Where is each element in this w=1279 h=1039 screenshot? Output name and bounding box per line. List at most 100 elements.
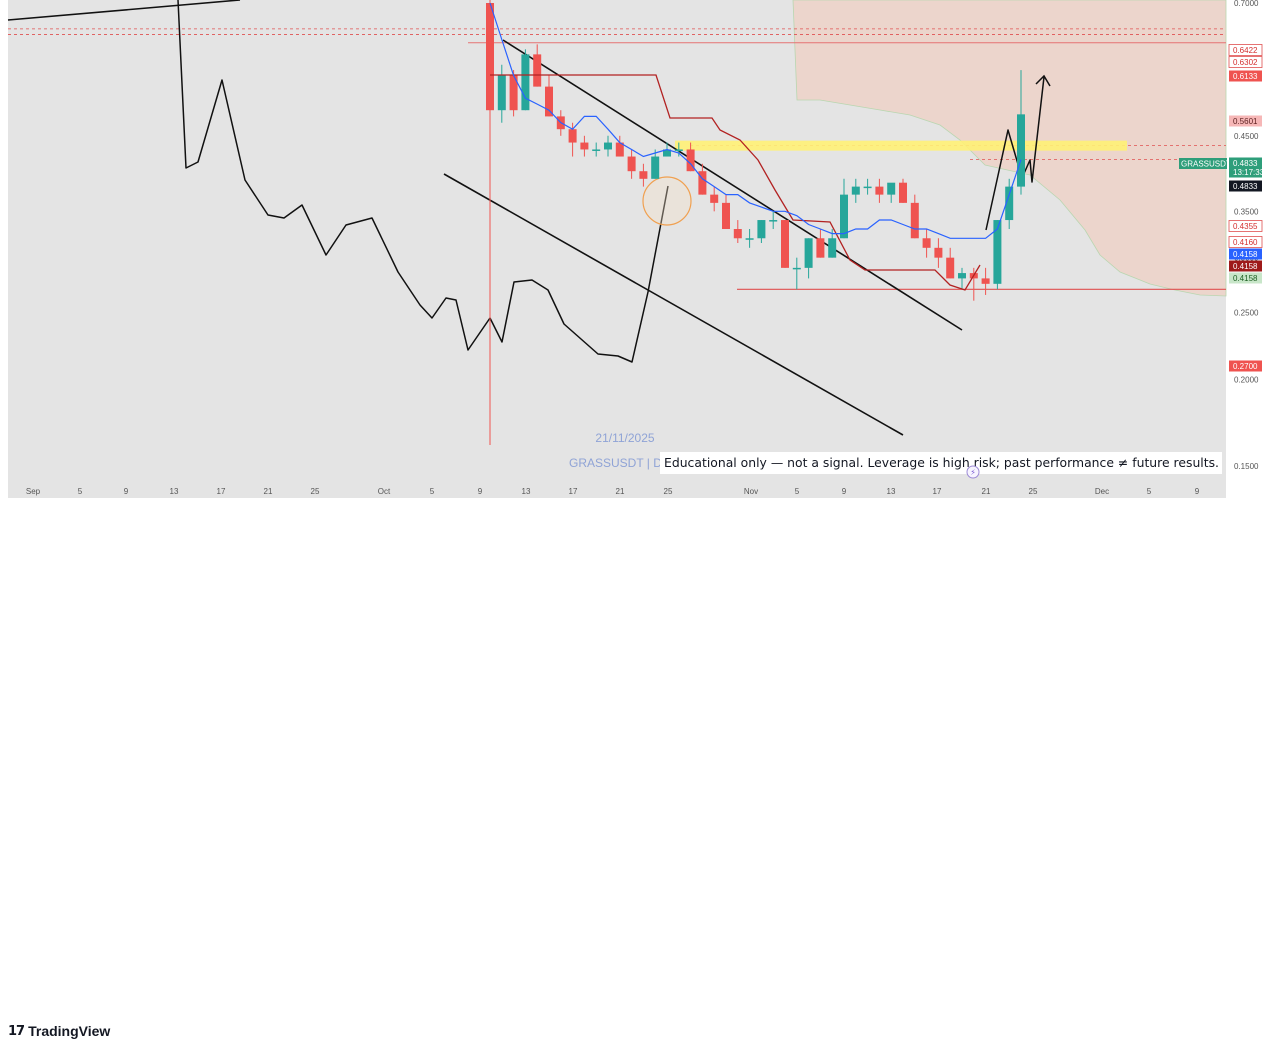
candle-body xyxy=(592,149,601,151)
time-tick-label: 5 xyxy=(795,487,800,496)
top-left-trendline xyxy=(7,0,241,21)
candle-body xyxy=(804,238,813,268)
candle-body xyxy=(509,75,518,111)
symbol-watermark: GRASSUSDT | D xyxy=(569,456,662,470)
candle-body xyxy=(651,156,660,179)
price-badge xyxy=(1229,157,1262,169)
candle-body xyxy=(863,186,872,189)
price-tick-label: 0.4500 xyxy=(1234,132,1259,141)
lightning-icon: ⚡ xyxy=(970,468,976,477)
price-badge-label: 0.6133 xyxy=(1233,72,1258,81)
price-badge xyxy=(1229,360,1262,372)
price-chart[interactable]: 0.70000.60000.55000.45000.35000.30000.25… xyxy=(0,0,1279,510)
channel-upper-line xyxy=(502,39,963,331)
candle-body xyxy=(521,54,530,111)
candle-body xyxy=(639,171,648,179)
price-badge xyxy=(1228,56,1263,68)
support-highlight-zone xyxy=(675,140,1127,151)
price-badge-label: 0.6302 xyxy=(1233,58,1258,67)
time-tick-label: 17 xyxy=(569,487,578,496)
candles-layer xyxy=(486,3,1025,412)
time-tick-label: 9 xyxy=(842,487,847,496)
candle-body xyxy=(615,142,624,157)
time-axis-background[interactable] xyxy=(0,498,1279,510)
price-badge-label: 0.4158 xyxy=(1233,262,1258,271)
time-tick-label: 5 xyxy=(1147,487,1152,496)
time-tick-label: 5 xyxy=(430,487,435,496)
price-badge xyxy=(1228,44,1263,56)
candle-body xyxy=(781,220,789,268)
moving-average-layer xyxy=(489,2,1022,291)
candle-body xyxy=(792,267,801,270)
time-tick-label: Sep xyxy=(26,487,41,496)
tradingview-logo-text: TradingView xyxy=(28,1023,111,1039)
candle-body xyxy=(851,186,860,195)
time-tick-label: 17 xyxy=(933,487,942,496)
price-badge xyxy=(1229,166,1262,178)
price-badge xyxy=(1229,272,1262,284)
candle-body xyxy=(722,202,730,230)
highlight-zone-layer xyxy=(675,140,1127,151)
time-tick-label: 9 xyxy=(1195,487,1200,496)
candle-body xyxy=(568,129,577,143)
time-tick-label: 13 xyxy=(522,487,531,496)
candle-body xyxy=(981,278,990,284)
price-tick-label: 0.2000 xyxy=(1234,376,1259,385)
price-tick-label: 0.2500 xyxy=(1234,308,1259,317)
time-tick-label: Dec xyxy=(1095,487,1109,496)
time-axis[interactable]: Sep 5 9 13 17 21 25 Oct 5 9 13 17 21 25 Nov 5 9 13 17 21 25 D… xyxy=(26,487,1200,496)
price-badge-label: 0.4158 xyxy=(1233,274,1258,283)
candle-body xyxy=(486,3,494,111)
candle-body xyxy=(733,229,742,239)
tradingview-logo[interactable]: 17 TradingView xyxy=(8,1023,110,1039)
price-badge-label: 0.4160 xyxy=(1233,238,1258,247)
candle-body xyxy=(934,247,943,258)
price-badge-label: 0.4833 xyxy=(1233,182,1258,191)
resistance-step-line xyxy=(490,74,981,291)
candle-body xyxy=(674,149,683,151)
candle-body xyxy=(710,194,719,203)
candle-body xyxy=(1005,186,1014,221)
candle-body xyxy=(769,220,778,222)
candle-body xyxy=(922,238,931,248)
candle-body xyxy=(887,182,896,195)
time-tick-label: 21 xyxy=(982,487,991,496)
time-tick-label: 9 xyxy=(124,487,129,496)
price-badge-label: 0.6422 xyxy=(1233,46,1258,55)
fractal-projection-line xyxy=(177,0,669,363)
moving-average-line xyxy=(489,2,1022,239)
future-path-line xyxy=(985,76,1045,231)
footer: 17 TradingView xyxy=(0,510,1279,1039)
candle-body xyxy=(497,75,506,111)
price-badge-label: 0.4833 xyxy=(1233,159,1258,168)
candle-body xyxy=(910,202,919,239)
candle-body xyxy=(745,238,754,240)
time-tick-label: 25 xyxy=(664,487,673,496)
candle-body xyxy=(840,194,848,239)
time-tick-label: 5 xyxy=(78,487,83,496)
candle-body xyxy=(604,142,612,150)
candle-body xyxy=(1017,114,1025,187)
price-badge-label: 0.2700 xyxy=(1233,362,1258,371)
candle-body xyxy=(698,171,707,195)
candle-body xyxy=(533,54,542,87)
time-tick-label: 25 xyxy=(311,487,320,496)
candle-body xyxy=(958,273,966,279)
symbol-badge-label: GRASSUSDT xyxy=(1181,160,1231,169)
candle-body xyxy=(946,257,955,279)
candle-body xyxy=(627,156,636,172)
event-marker-circle[interactable] xyxy=(966,465,980,479)
price-badge xyxy=(1229,180,1262,192)
candle-body xyxy=(816,238,825,258)
time-tick-label: 25 xyxy=(1029,487,1038,496)
price-tick-label: 0.3500 xyxy=(1234,207,1259,216)
price-badge xyxy=(1229,115,1262,127)
time-tick-label: 17 xyxy=(217,487,226,496)
time-tick-label: Nov xyxy=(744,487,758,496)
chart-area[interactable]: 0.70000.60000.55000.45000.35000.30000.25… xyxy=(0,0,1279,510)
time-tick-label: Oct xyxy=(378,487,391,496)
price-badge-label: 13:17:33 xyxy=(1233,168,1265,177)
candle-body xyxy=(828,238,837,258)
candle-body xyxy=(757,220,766,239)
